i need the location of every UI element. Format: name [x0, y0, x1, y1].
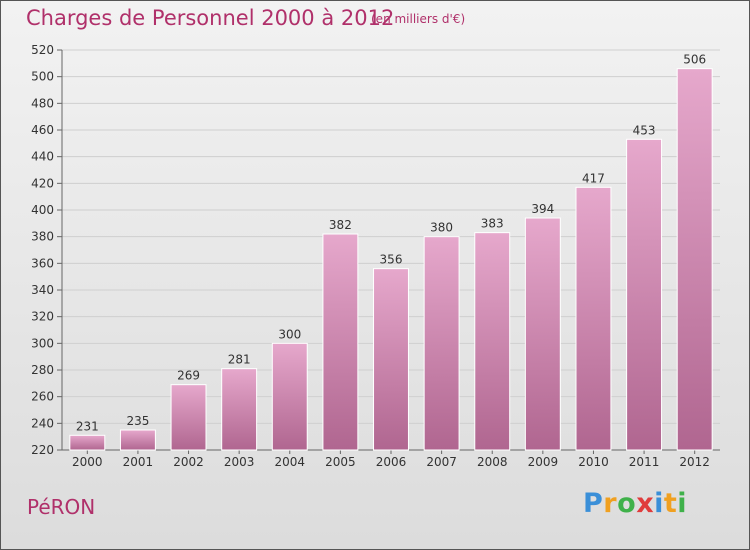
value-label-2006: 356	[380, 253, 403, 267]
bar-2008	[474, 232, 511, 451]
value-label-2009: 394	[531, 202, 554, 216]
x-tick-label-2000: 2000	[72, 455, 103, 469]
x-tick-label-2012: 2012	[679, 455, 710, 469]
y-tick-label: 380	[31, 230, 54, 244]
bar-2002	[170, 384, 207, 451]
bar-2011	[626, 138, 663, 451]
logo-letter: P	[583, 488, 604, 519]
value-label-2000: 231	[76, 419, 99, 433]
y-tick-label: 260	[31, 390, 54, 404]
y-tick-label: 480	[31, 96, 54, 110]
y-tick-label: 340	[31, 283, 54, 297]
y-tick-label: 320	[31, 310, 54, 324]
bar-2000	[69, 434, 106, 451]
logo-letter: i	[654, 488, 664, 519]
value-label-2011: 453	[633, 123, 656, 137]
logo-letter: r	[603, 488, 618, 519]
proxiti-logo[interactable]: Proxiti	[583, 488, 687, 519]
x-tick-label-2009: 2009	[528, 455, 559, 469]
x-tick-label-2006: 2006	[376, 455, 407, 469]
value-label-2012: 506	[683, 53, 706, 67]
bar-2004	[271, 342, 308, 451]
value-label-2001: 235	[126, 414, 149, 428]
logo-letter: x	[636, 488, 655, 519]
y-tick-label: 220	[31, 443, 54, 457]
chart-title: Charges de Personnel 2000 à 2012	[26, 6, 395, 30]
logo-letter: i	[677, 488, 688, 519]
x-tick-label-2002: 2002	[173, 455, 204, 469]
y-tick-label: 280	[31, 363, 54, 377]
value-label-2007: 380	[430, 221, 453, 235]
x-tick-label-2001: 2001	[123, 455, 154, 469]
y-tick-label: 460	[31, 123, 54, 137]
x-tick-label-2005: 2005	[325, 455, 356, 469]
logo-letter: o	[617, 488, 637, 519]
x-tick-label-2003: 2003	[224, 455, 255, 469]
x-tick-label-2011: 2011	[629, 455, 660, 469]
bar-2009	[524, 217, 561, 451]
value-label-2010: 417	[582, 171, 605, 185]
bar-2001	[119, 429, 156, 451]
x-tick-label-2010: 2010	[578, 455, 609, 469]
x-tick-label-2004: 2004	[274, 455, 305, 469]
value-label-2008: 383	[481, 217, 504, 231]
chart-subtitle: (en milliers d'€)	[371, 12, 466, 26]
y-tick-label: 500	[31, 70, 54, 84]
y-tick-label: 360	[31, 256, 54, 270]
y-tick-label: 520	[31, 43, 54, 57]
value-label-2005: 382	[329, 218, 352, 232]
value-label-2003: 281	[228, 353, 251, 367]
y-tick-label: 240	[31, 416, 54, 430]
y-tick-label: 420	[31, 176, 54, 190]
bar-2010	[575, 186, 612, 451]
bar-2005	[322, 233, 359, 451]
y-tick-label: 440	[31, 150, 54, 164]
y-tick-label: 400	[31, 203, 54, 217]
x-tick-label-2008: 2008	[477, 455, 508, 469]
x-tick-label-2007: 2007	[426, 455, 457, 469]
value-label-2002: 269	[177, 369, 200, 383]
bar-2012	[676, 68, 713, 451]
bar-2007	[423, 236, 460, 451]
value-label-2004: 300	[278, 327, 301, 341]
place-name: PéRON	[27, 495, 96, 519]
bar-2006	[373, 268, 409, 451]
y-tick-label: 300	[31, 336, 54, 350]
logo-letter: t	[663, 488, 678, 519]
bar-2003	[221, 368, 258, 451]
